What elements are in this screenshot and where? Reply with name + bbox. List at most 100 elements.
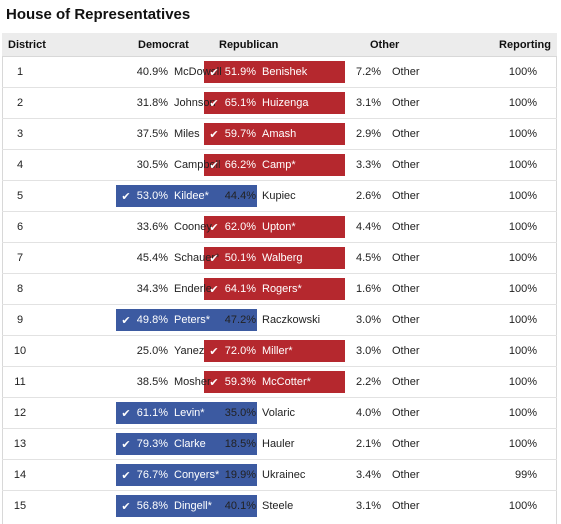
other-percent: 4.5% (356, 252, 382, 264)
reporting-percent: 100% (508, 500, 537, 513)
republican-cell: ✔ 59.7% Amash (201, 118, 350, 150)
democrat-cell: 30.5% Campbell (58, 149, 220, 181)
republican-candidate-name: Hauler (262, 438, 295, 450)
other-result: 2.1% Other (356, 433, 456, 455)
table-row: 2 31.8% Johnson ✔ 65.1% Huizenga 3.1% Other 100% (2, 87, 557, 119)
democrat-percent: 61.1% (136, 407, 168, 419)
republican-percent: 40.1% (224, 500, 256, 513)
other-result: 2.2% Other (356, 371, 456, 393)
democrat-percent: 53.0% (136, 190, 168, 202)
district-number: 7 (2, 242, 58, 274)
republican-result: 44.4% Kupiec (204, 185, 345, 207)
other-label: Other (392, 221, 420, 233)
republican-candidate-name: Camp* (262, 159, 296, 171)
democrat-cell: ✔ 49.8% Peters* (58, 304, 257, 336)
republican-result-winner: ✔ 59.7% Amash (204, 123, 345, 145)
reporting-percent: 100% (460, 428, 557, 460)
republican-cell: ✔ 50.1% Walberg (201, 242, 350, 274)
democrat-candidate-name: Conyers* (174, 469, 220, 481)
district-number: 4 (2, 149, 58, 181)
table-row: 13 ✔ 79.3% Clarke 18.5% Hauler 2.1% Other 100% (2, 428, 557, 460)
other-cell: 3.1% Other (350, 491, 460, 522)
democrat-percent: 79.3% (136, 438, 168, 450)
other-result: 4.5% Other (356, 247, 456, 269)
democrat-cell: 38.5% Mosher (58, 366, 211, 398)
republican-result-winner: ✔ 64.1% Rogers* (204, 278, 345, 300)
header-republican: Republican (201, 33, 350, 57)
democrat-candidate-name: Clarke (174, 438, 206, 450)
other-result: 3.1% Other (356, 92, 456, 114)
democrat-result: 33.6% Cooney (116, 216, 257, 238)
democrat-result: 45.4% Schauer* (116, 247, 257, 269)
table-row: 12 ✔ 61.1% Levin* 35.0% Volaric 4.0% Other 100% (2, 397, 557, 429)
republican-percent: 50.1% (224, 252, 256, 264)
other-percent: 2.6% (356, 190, 382, 202)
other-percent: 3.0% (356, 345, 382, 357)
other-cell: 3.0% Other (350, 304, 460, 336)
other-cell: 3.1% Other (350, 87, 460, 119)
republican-candidate-name: Benishek (262, 66, 308, 78)
table-row: 3 37.5% Miles ✔ 59.7% Amash 2.9% Other 100% (2, 118, 557, 150)
check-icon: ✔ (209, 221, 219, 234)
democrat-percent: 40.9% (136, 66, 168, 78)
republican-cell: ✔ 59.3% McCotter* (201, 366, 350, 398)
democrat-candidate-name: Levin* (174, 407, 205, 419)
democrat-percent: 56.8% (136, 500, 168, 513)
header-other: Other (350, 33, 460, 57)
check-icon: ✔ (121, 438, 131, 451)
democrat-candidate-name: Dingell* (174, 500, 212, 513)
democrat-percent: 31.8% (136, 97, 168, 109)
democrat-cell: 25.0% Yanez (58, 335, 204, 367)
republican-candidate-name: Volaric (262, 407, 296, 419)
other-cell: 3.4% Other (350, 459, 460, 491)
check-icon: ✔ (209, 252, 219, 265)
republican-percent: 44.4% (224, 190, 256, 202)
democrat-percent: 37.5% (136, 128, 168, 140)
other-percent: 2.1% (356, 438, 382, 450)
district-number: 10 (2, 335, 58, 367)
republican-cell: ✔ 66.2% Camp* (201, 149, 350, 181)
other-label: Other (392, 438, 420, 450)
republican-candidate-name: Kupiec (262, 190, 296, 202)
reporting-percent: 100% (460, 87, 557, 119)
reporting-percent: 100% (460, 273, 557, 305)
district-number: 3 (2, 118, 58, 150)
table-row: 8 34.3% Enderle ✔ 64.1% Rogers* 1.6% Other 100% (2, 273, 557, 305)
democrat-percent: 76.7% (136, 469, 168, 481)
republican-cell: 19.9% Ukrainec (201, 459, 350, 491)
republican-cell: ✔ 72.0% Miller* (201, 335, 350, 367)
republican-cell: ✔ 62.0% Upton* (201, 211, 350, 243)
reporting-percent: 100% (460, 180, 557, 212)
republican-result-winner: ✔ 65.1% Huizenga (204, 92, 345, 114)
republican-percent: 19.9% (224, 469, 256, 481)
democrat-candidate-name: Kildee* (174, 190, 209, 202)
republican-cell: ✔ 65.1% Huizenga (201, 87, 350, 119)
democrat-cell: ✔ 61.1% Levin* (58, 397, 257, 429)
republican-result: 18.5% Hauler (204, 433, 345, 455)
republican-percent: 65.1% (224, 97, 256, 109)
check-icon: ✔ (209, 128, 219, 141)
table-row: 15 ✔ 56.8% Dingell* 40.1% Steele 3.1% Other 100% (2, 491, 557, 522)
democrat-result: 37.5% Miles (116, 123, 257, 145)
other-label: Other (392, 314, 420, 326)
republican-cell: ✔ 64.1% Rogers* (201, 273, 350, 305)
republican-candidate-name: Ukrainec (262, 469, 306, 481)
other-result: 4.0% Other (356, 402, 456, 424)
check-icon: ✔ (121, 407, 131, 420)
democrat-cell: ✔ 76.7% Conyers* (58, 459, 257, 491)
check-icon: ✔ (209, 376, 219, 389)
district-number: 14 (2, 459, 58, 491)
table-row: 7 45.4% Schauer* ✔ 50.1% Walberg 4.5% Other 100% (2, 242, 557, 274)
reporting-percent: 100% (460, 211, 557, 243)
democrat-candidate-name: Campbell (174, 159, 221, 171)
republican-percent: 59.7% (224, 128, 256, 140)
reporting-percent: 100% (460, 242, 557, 274)
democrat-result: 31.8% Johnson (116, 92, 257, 114)
republican-result: 40.1% Steele (204, 495, 345, 517)
check-icon: ✔ (209, 159, 219, 172)
other-label: Other (392, 376, 420, 388)
table-row: 6 33.6% Cooney ✔ 62.0% Upton* 4.4% Other 100% (2, 211, 557, 243)
other-percent: 3.4% (356, 469, 382, 481)
republican-result: 19.9% Ukrainec (204, 464, 345, 486)
republican-candidate-name: Amash (262, 128, 297, 140)
